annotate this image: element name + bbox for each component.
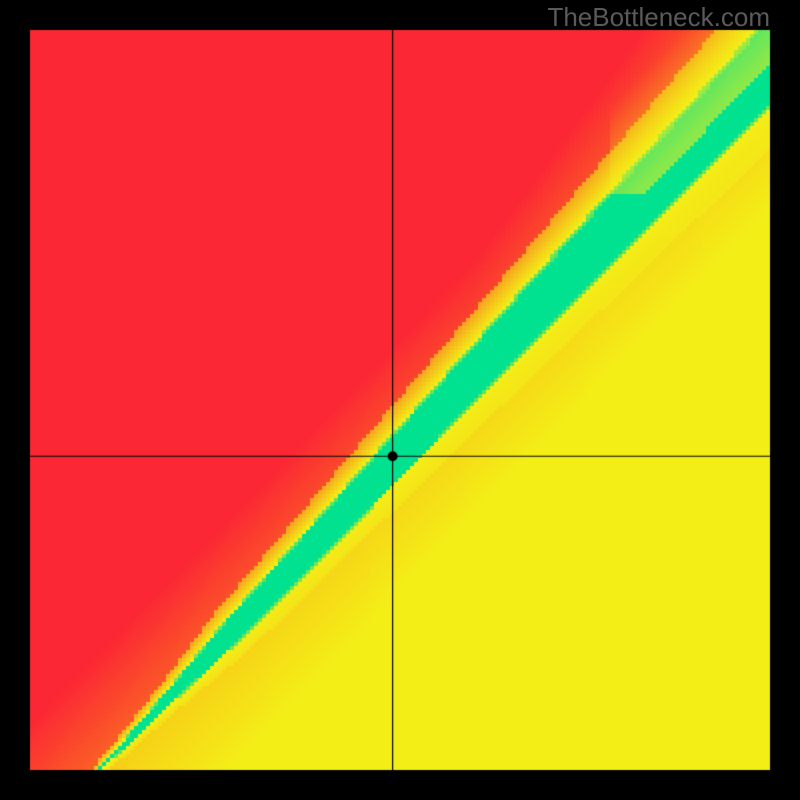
bottleneck-heatmap [0,0,800,800]
chart-container: TheBottleneck.com [0,0,800,800]
watermark-text: TheBottleneck.com [547,2,770,33]
